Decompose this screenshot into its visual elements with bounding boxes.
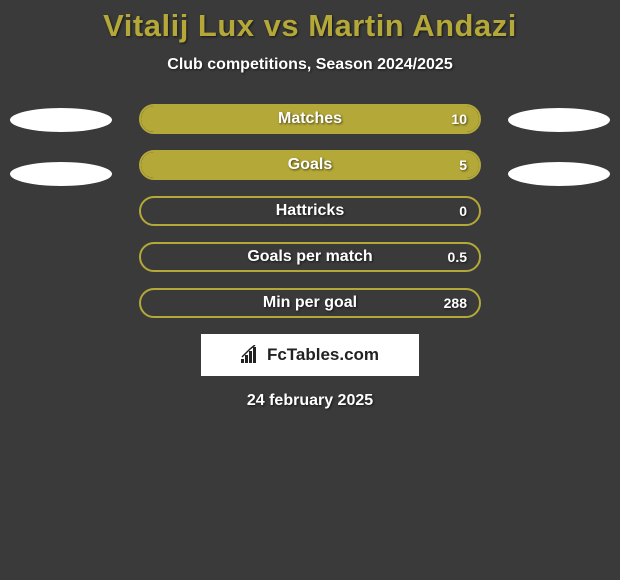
subtitle: Club competitions, Season 2024/2025 — [0, 56, 620, 74]
stat-label: Min per goal — [141, 294, 479, 312]
stat-bar-goals: Goals 5 — [139, 150, 481, 180]
date-text: 24 february 2025 — [0, 392, 620, 410]
stat-bars: Matches 10 Goals 5 Hattricks 0 Goals per… — [139, 104, 481, 318]
stat-value: 0.5 — [448, 249, 467, 265]
avatar-placeholders-left — [10, 108, 112, 216]
stat-bar-hattricks: Hattricks 0 — [139, 196, 481, 226]
stat-bar-min-per-goal: Min per goal 288 — [139, 288, 481, 318]
main-area: Matches 10 Goals 5 Hattricks 0 Goals per… — [0, 104, 620, 410]
stats-comparison-card: Vitalij Lux vs Martin Andazi Club compet… — [0, 0, 620, 410]
stat-bar-matches: Matches 10 — [139, 104, 481, 134]
stat-label: Hattricks — [141, 202, 479, 220]
stat-value: 0 — [459, 203, 467, 219]
bar-chart-icon — [241, 345, 263, 365]
brand-badge: FcTables.com — [201, 334, 419, 376]
avatar-oval — [508, 162, 610, 186]
avatar-oval — [10, 162, 112, 186]
page-title: Vitalij Lux vs Martin Andazi — [0, 8, 620, 44]
stat-value: 5 — [459, 157, 467, 173]
avatar-oval — [508, 108, 610, 132]
stat-value: 10 — [451, 111, 467, 127]
avatar-placeholders-right — [508, 108, 610, 216]
stat-bar-goals-per-match: Goals per match 0.5 — [139, 242, 481, 272]
stat-label: Goals per match — [141, 248, 479, 266]
stat-label: Goals — [141, 156, 479, 174]
stat-label: Matches — [141, 110, 479, 128]
avatar-oval — [10, 108, 112, 132]
stat-value: 288 — [444, 295, 467, 311]
brand-text: FcTables.com — [267, 345, 379, 365]
